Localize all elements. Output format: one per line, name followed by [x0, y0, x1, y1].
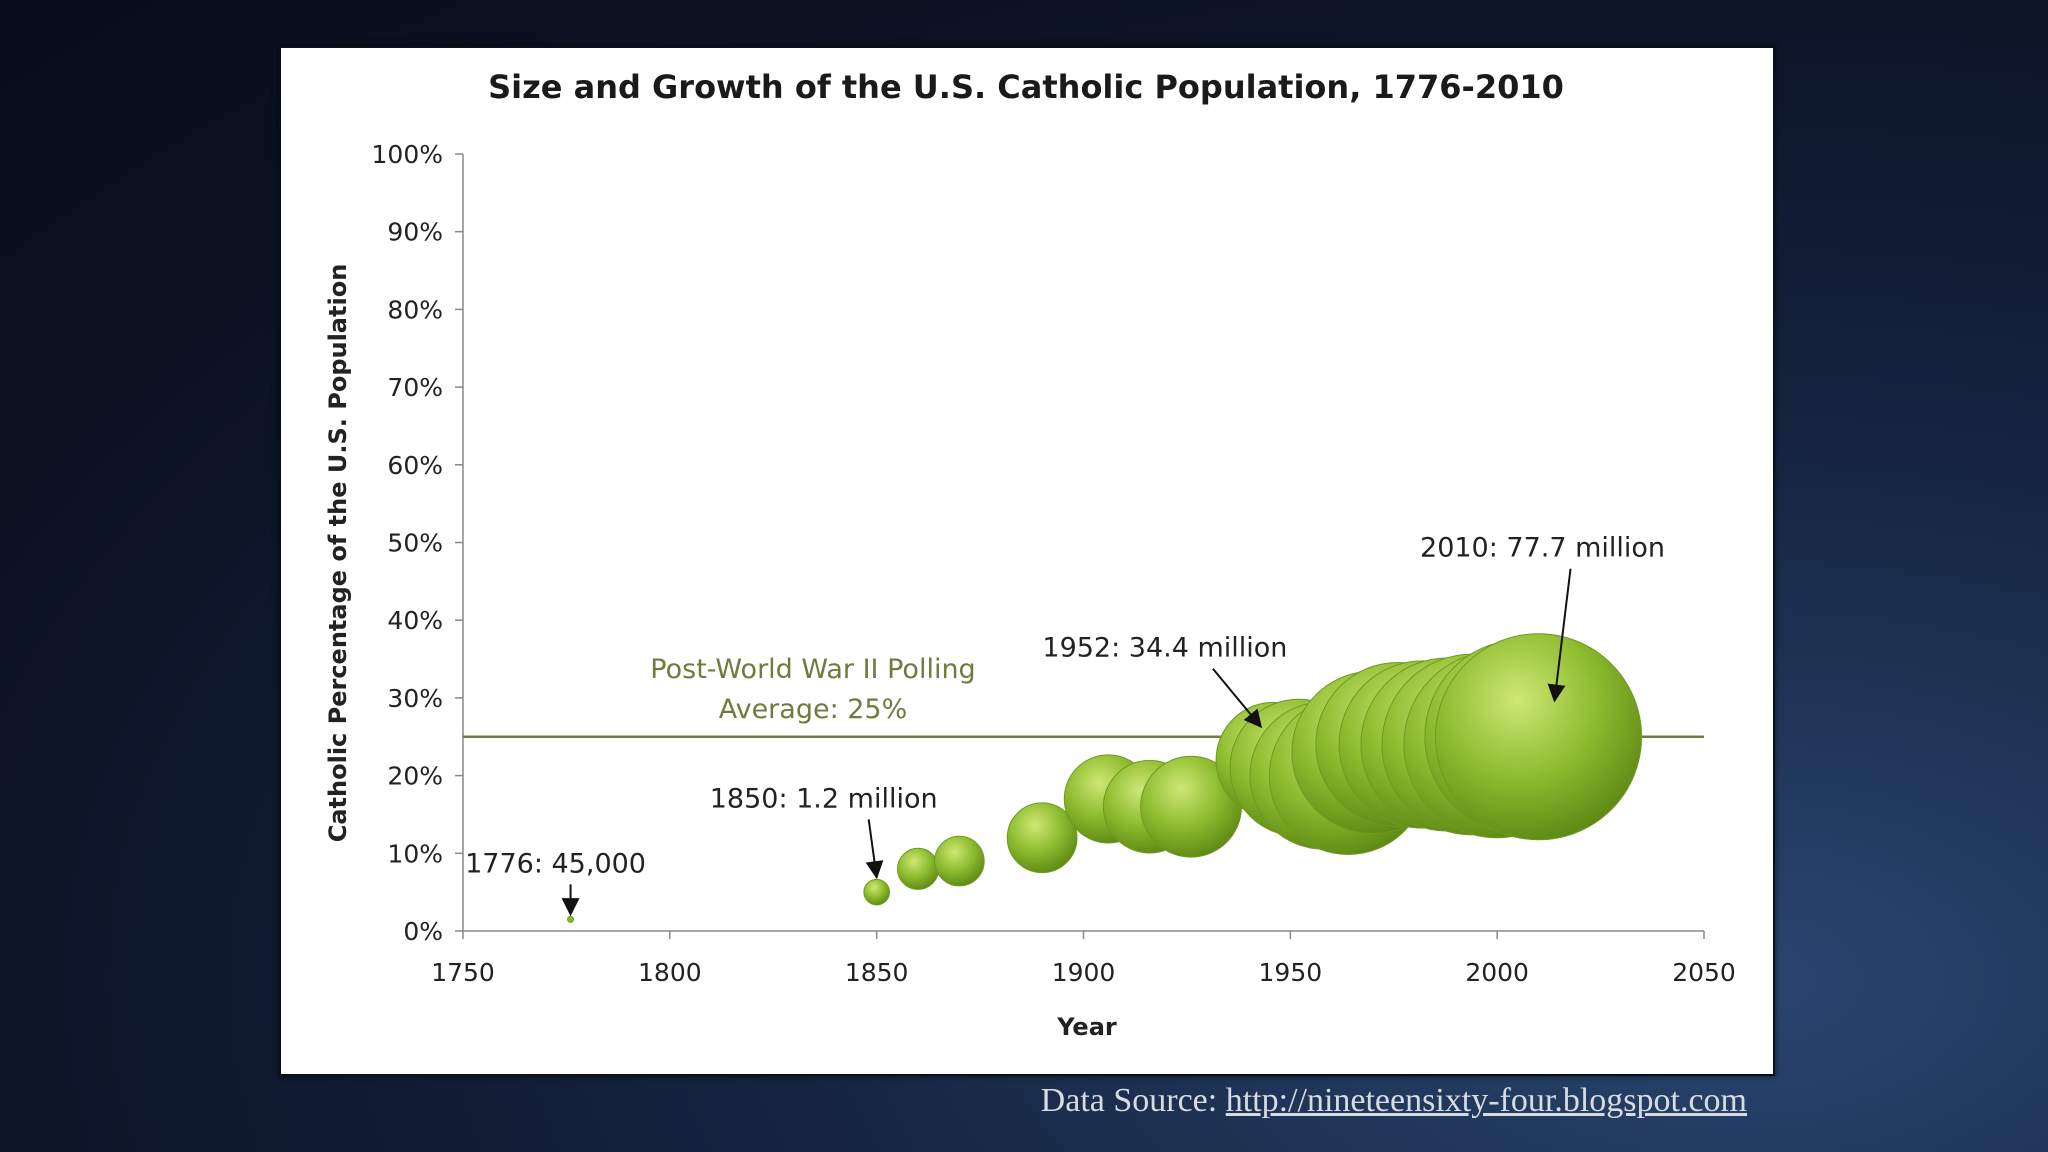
bubble-point: [567, 915, 575, 923]
annotation-label: 1850: 1.2 million: [710, 783, 938, 814]
y-tick-label: 70%: [387, 373, 443, 402]
data-source: Data Source: http://nineteensixty-four.b…: [1041, 1082, 1747, 1120]
y-tick-label: 0%: [403, 917, 443, 946]
annotations: 1776: 45,000 1850: 1.2 million 1952: 34.4 …: [465, 533, 1665, 917]
y-tick-label: 40%: [387, 606, 443, 635]
x-tick-label: 1950: [1259, 958, 1323, 987]
y-tick-label: 90%: [387, 218, 443, 247]
x-axis: 1750 1800 1850 1900 1950 2000 2050: [431, 930, 1736, 987]
x-tick-label: 1750: [431, 958, 495, 987]
y-tick-label: 60%: [387, 451, 443, 480]
y-axis: 0% 10% 20% 30% 40% 50% 60% 70% 80% 90% 100%: [372, 140, 464, 946]
x-axis-label: Year: [1056, 1013, 1117, 1041]
reference-line-label: Post-World War II Polling: [650, 654, 975, 685]
y-tick-label: 100%: [372, 140, 443, 169]
bubble-series: [567, 633, 1643, 923]
annotation-label: 1776: 45,000: [465, 848, 646, 879]
bubble-chart: Size and Growth of the U.S. Catholic Pop…: [324, 68, 1736, 1041]
y-axis-label: Catholic Percentage of the U.S. Populati…: [324, 264, 352, 843]
y-tick-label: 10%: [387, 839, 443, 868]
x-tick-label: 1800: [638, 958, 702, 987]
y-tick-label: 80%: [387, 295, 443, 324]
bubble-point: [1435, 633, 1643, 841]
y-tick-label: 50%: [387, 529, 443, 558]
annotation-arrow: [865, 819, 884, 880]
bubble-point: [1006, 802, 1078, 874]
data-source-link[interactable]: http://nineteensixty-four.blogspot.com: [1225, 1082, 1747, 1119]
chart-title: Size and Growth of the U.S. Catholic Pop…: [488, 68, 1564, 106]
annotation-label: 2010: 77.7 million: [1420, 533, 1665, 564]
bubble-point: [863, 878, 890, 906]
chart-panel: Size and Growth of the U.S. Catholic Pop…: [279, 46, 1775, 1076]
data-source-label: Data Source:: [1040, 1082, 1226, 1119]
annotation-arrow: [1547, 568, 1572, 703]
x-tick-label: 1900: [1052, 958, 1116, 987]
x-tick-label: 2000: [1465, 958, 1529, 987]
x-tick-label: 1850: [845, 958, 909, 987]
bubble-point: [896, 847, 940, 890]
y-tick-label: 20%: [387, 762, 443, 791]
bubble-point: [934, 835, 985, 887]
annotation-arrow: [1212, 668, 1263, 729]
reference-line-label: Average: 25%: [719, 694, 908, 725]
annotation-label: 1952: 34.4 million: [1042, 633, 1287, 664]
y-tick-label: 30%: [387, 684, 443, 713]
x-tick-label: 2050: [1672, 958, 1736, 987]
